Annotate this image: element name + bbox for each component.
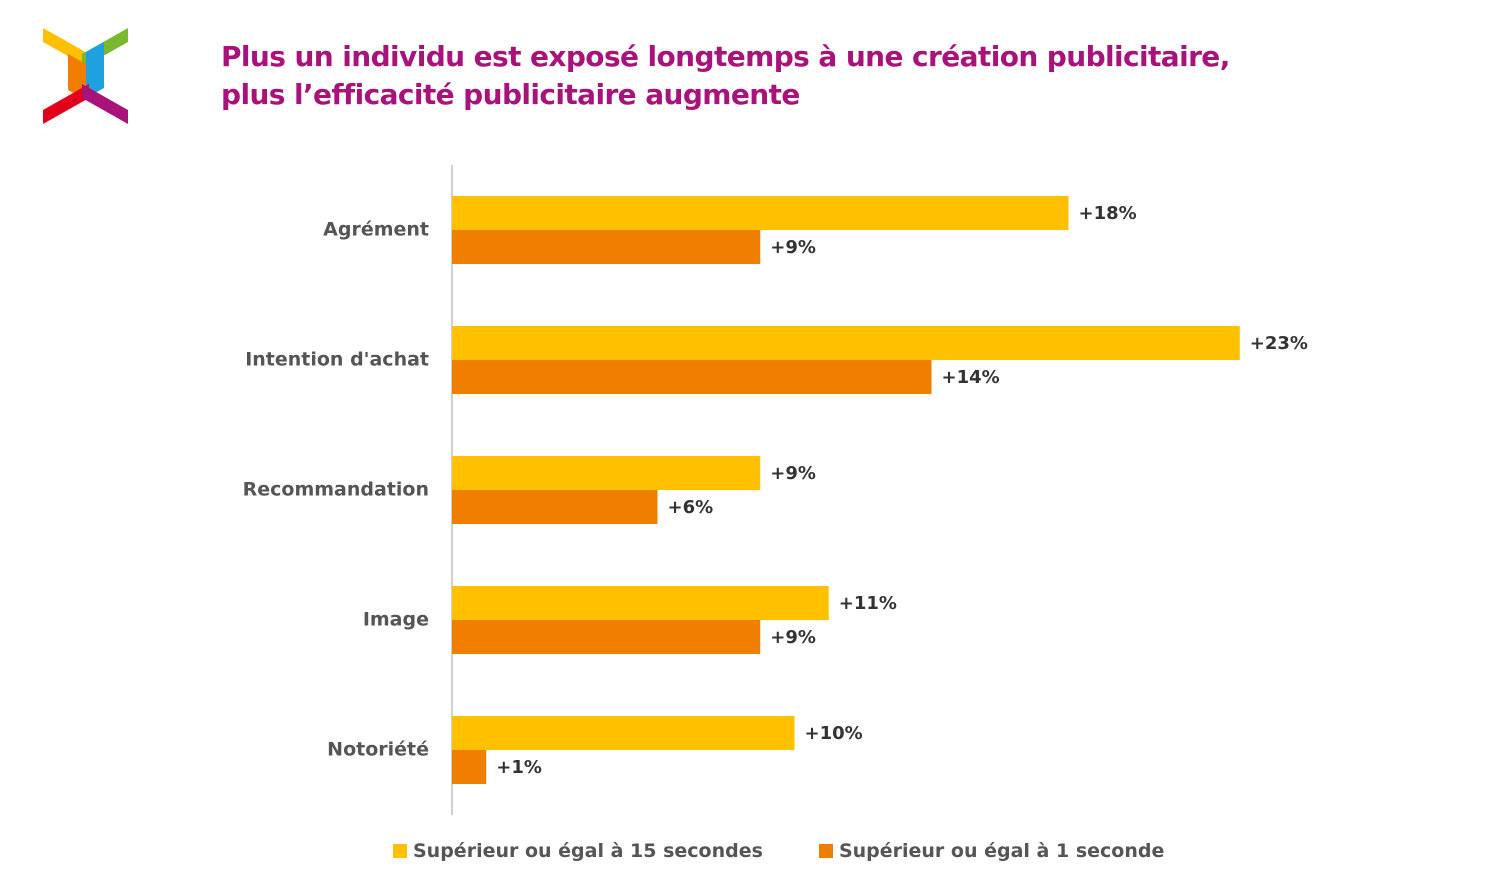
labels-group: Agrément +18% +9% Intention d'achat +23% +14%… — [243, 203, 1308, 778]
brand-logo-icon — [43, 28, 128, 124]
legend-label-15s: Supérieur ou égal à 15 secondes — [413, 840, 763, 862]
category-label-cat-1: Intention d'achat — [245, 349, 429, 371]
bar-cat-0-series-1 — [452, 230, 761, 264]
data-label-cat-0-series-1: +9% — [770, 237, 816, 258]
bar-cat-2-series-1 — [452, 490, 658, 524]
bar-cat-4-series-1 — [452, 750, 487, 784]
legend-item-15s: Supérieur ou égal à 15 secondes — [393, 840, 763, 862]
category-label-cat-2: Recommandation — [243, 479, 429, 501]
data-label-cat-1-series-0: +23% — [1250, 333, 1308, 354]
data-label-cat-3-series-0: +11% — [839, 593, 897, 614]
bars-group — [452, 196, 1240, 784]
bar-cat-0-series-0 — [452, 196, 1069, 230]
data-label-cat-4-series-1: +1% — [496, 757, 542, 778]
data-label-cat-0-series-0: +18% — [1079, 203, 1137, 224]
category-label-cat-0: Agrément — [323, 219, 429, 241]
logo-blue-shape — [86, 42, 104, 98]
data-label-cat-4-series-0: +10% — [805, 723, 863, 744]
legend-item-1s: Supérieur ou égal à 1 seconde — [818, 840, 1165, 862]
title-line-1: Plus un individu est exposé longtemps à … — [221, 40, 1230, 73]
legend-swatch-1s — [818, 844, 833, 858]
category-label-cat-3: Image — [363, 609, 429, 631]
chart-legend: Supérieur ou égal à 15 secondes Supérieu… — [393, 840, 1220, 862]
legend-swatch-15s — [393, 844, 407, 858]
logo-purple-shape — [82, 84, 128, 124]
bar-cat-1-series-0 — [452, 326, 1240, 360]
bar-cat-4-series-0 — [452, 716, 795, 750]
logo-red-shape — [43, 84, 89, 124]
data-label-cat-2-series-1: +6% — [668, 497, 714, 518]
bar-chart: Agrément +18% +9% Intention d'achat +23% +14%… — [243, 165, 1308, 815]
data-label-cat-2-series-0: +9% — [770, 463, 816, 484]
data-label-cat-1-series-1: +14% — [942, 367, 1000, 388]
legend-label-1s: Supérieur ou égal à 1 seconde — [838, 840, 1165, 862]
data-label-cat-3-series-1: +9% — [770, 627, 816, 648]
page-title: Plus un individu est exposé longtemps à … — [221, 38, 1230, 114]
logo-yellow-shape — [43, 28, 89, 68]
category-label-cat-4: Notoriété — [327, 739, 429, 761]
bar-cat-3-series-1 — [452, 620, 761, 654]
bar-cat-3-series-0 — [452, 586, 829, 620]
bar-cat-1-series-1 — [452, 360, 932, 394]
bar-cat-2-series-0 — [452, 456, 761, 490]
title-line-2: plus l’efficacité publicitaire augmente — [221, 78, 800, 111]
